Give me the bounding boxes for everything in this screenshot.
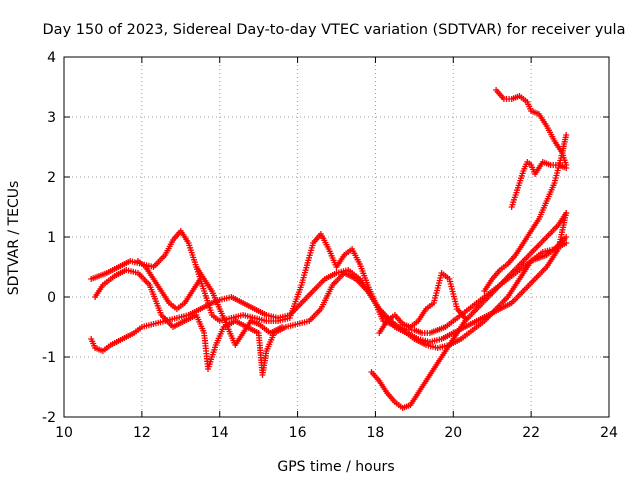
- x-tick-label: 18: [367, 425, 385, 441]
- grid: [64, 57, 609, 417]
- data-series: [88, 87, 570, 411]
- x-tick-label: 22: [522, 425, 540, 441]
- y-tick-label: 0: [47, 290, 56, 306]
- x-tick-label: 14: [211, 425, 229, 441]
- series-track-10: [376, 270, 468, 336]
- y-tick-label: 1: [47, 230, 56, 246]
- series-track-5: [508, 159, 570, 210]
- series-track-9: [135, 258, 204, 312]
- x-tick-label: 16: [289, 425, 307, 441]
- x-axis-label: GPS time / hours: [277, 459, 394, 475]
- series-track-8: [193, 264, 285, 348]
- y-tick-label: 4: [47, 50, 56, 66]
- chart-title: Day 150 of 2023, Sidereal Day-to-day VTE…: [43, 22, 626, 38]
- series-track-2: [88, 210, 570, 354]
- x-tick-label: 10: [55, 425, 73, 441]
- y-tick-label: -2: [42, 410, 56, 426]
- y-tick-label: -1: [42, 350, 56, 366]
- x-tick-label: 12: [133, 425, 151, 441]
- y-tick-label: 2: [47, 170, 56, 186]
- x-tick-label: 24: [600, 425, 618, 441]
- x-tick-label: 20: [444, 425, 462, 441]
- series-track-4: [368, 210, 570, 411]
- y-axis-label: SDTVAR / TECUs: [6, 181, 22, 296]
- series-track-6: [493, 87, 570, 168]
- y-tick-label: 3: [47, 110, 56, 126]
- series-track-3: [92, 240, 570, 378]
- series-track-7: [481, 132, 570, 294]
